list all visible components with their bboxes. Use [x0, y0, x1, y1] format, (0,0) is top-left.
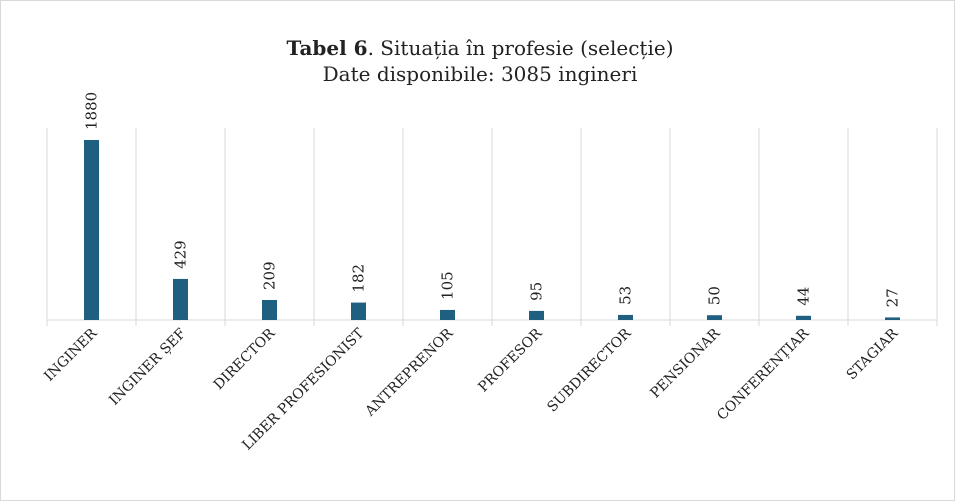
data-label: 44 [795, 287, 813, 306]
bar [84, 140, 99, 320]
data-label: 182 [350, 264, 368, 293]
bar [262, 299, 277, 320]
data-label: 53 [617, 286, 635, 305]
bar [796, 315, 811, 320]
title-rest: . Situația în profesie (selecție) [368, 36, 674, 60]
bar [173, 278, 188, 320]
data-label: 95 [528, 282, 546, 301]
bar [885, 317, 900, 320]
data-label: 27 [884, 288, 902, 307]
data-label: 50 [706, 286, 724, 305]
data-label: 1880 [83, 92, 101, 130]
bar [707, 315, 722, 320]
bar [440, 309, 455, 320]
chart-title: Tabel 6. Situația în profesie (selecție) [286, 36, 673, 60]
bar [618, 314, 633, 320]
data-label: 209 [261, 261, 279, 290]
bar [529, 310, 544, 320]
data-label: 105 [439, 271, 457, 300]
chart-subtitle: Date disponibile: 3085 ingineri [323, 62, 638, 86]
data-label: 429 [172, 240, 190, 269]
bar [351, 302, 366, 320]
title-bold: Tabel 6 [286, 36, 367, 60]
